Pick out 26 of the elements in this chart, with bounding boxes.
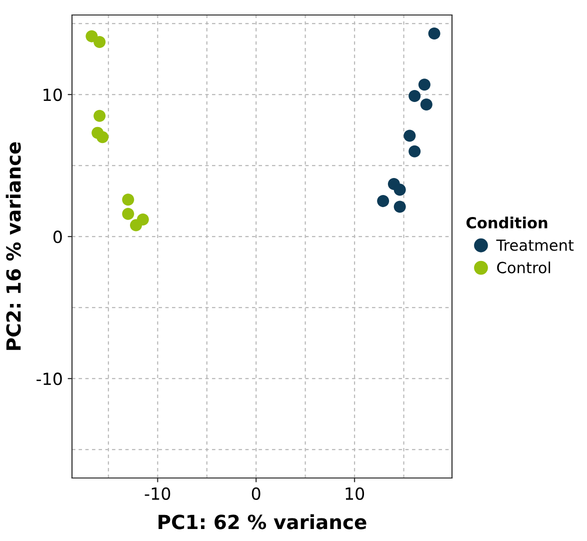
- legend-label: Treatment: [496, 240, 574, 251]
- point: [404, 130, 416, 142]
- point: [408, 90, 421, 102]
- point: [122, 194, 134, 206]
- point: [94, 110, 106, 122]
- y-tick-label: 10: [44, 88, 62, 102]
- y-tick-label: 0: [53, 230, 62, 244]
- legend-title: Condition: [466, 216, 548, 229]
- point: [94, 36, 106, 48]
- point: [394, 184, 406, 196]
- point: [418, 78, 430, 91]
- x-tick-label: -10: [144, 487, 170, 500]
- x-tick-label: 0: [252, 487, 260, 500]
- legend-label: Control: [497, 262, 550, 274]
- y-axis-title: PC2: 16 % variance: [6, 142, 21, 350]
- point: [96, 131, 109, 144]
- x-axis-title: PC1: 62 % variance: [158, 514, 366, 530]
- x-tick-label: 10: [346, 487, 364, 500]
- point: [420, 98, 432, 110]
- point: [408, 145, 421, 158]
- point: [428, 27, 440, 40]
- point: [130, 219, 142, 232]
- point: [122, 208, 134, 220]
- y-tick-label: -10: [36, 372, 62, 386]
- point: [377, 195, 390, 208]
- point: [394, 200, 406, 213]
